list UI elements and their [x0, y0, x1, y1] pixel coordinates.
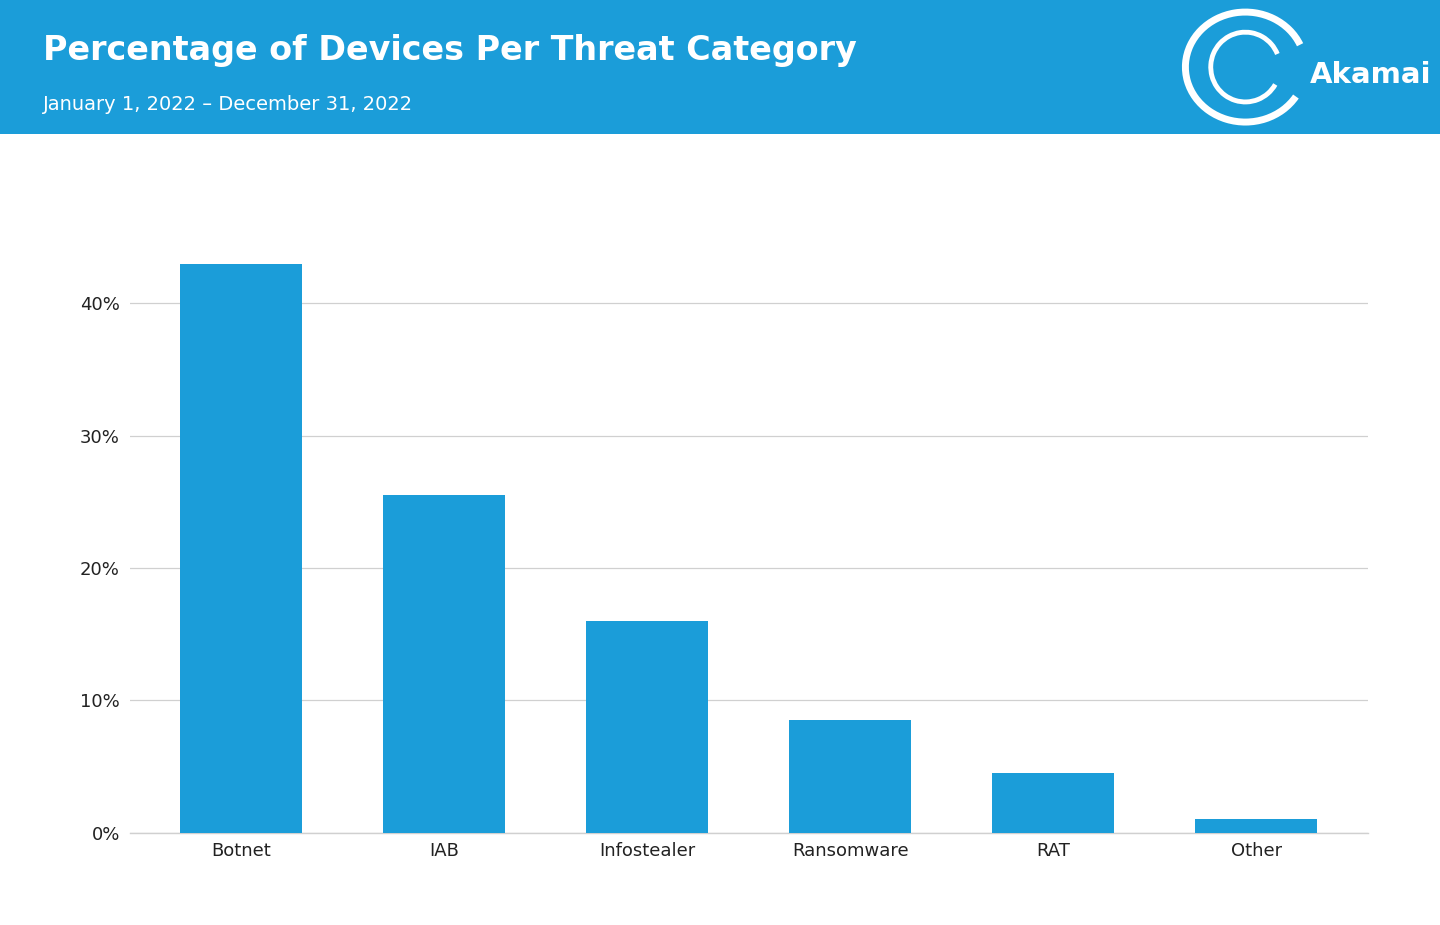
Bar: [383, 495, 505, 832]
Bar: [992, 773, 1115, 832]
Bar: [180, 264, 302, 832]
Text: January 1, 2022 – December 31, 2022: January 1, 2022 – December 31, 2022: [43, 95, 413, 114]
Bar: [1195, 820, 1318, 832]
Bar: [586, 621, 708, 832]
Text: Akamai: Akamai: [1310, 61, 1431, 89]
Bar: [789, 720, 912, 832]
Text: Percentage of Devices Per Threat Category: Percentage of Devices Per Threat Categor…: [43, 34, 857, 68]
